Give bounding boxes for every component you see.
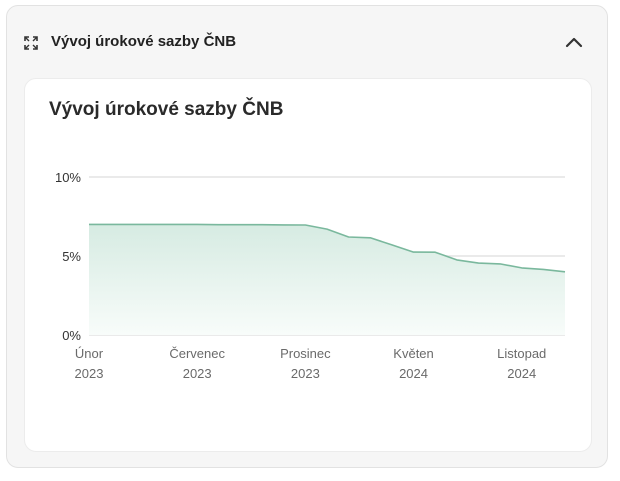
x-tick-label: Únor 2023 [75, 346, 104, 381]
panel-header: Vývoj úrokové sazby ČNB [7, 6, 607, 78]
chart-panel: Vývoj úrokové sazby ČNB Vývoj úrokové sa… [6, 5, 608, 468]
rate-chart: 0% 5% 10% Únor 2023 Červenec 2023 Prosinec 2023 K… [55, 170, 566, 381]
y-tick-label: 10% [55, 170, 81, 185]
chevron-up-icon[interactable] [563, 32, 585, 54]
x-tick-label: Prosinec 2023 [280, 346, 331, 381]
series-area [89, 224, 565, 335]
y-tick-label: 0% [62, 328, 81, 343]
series-line [89, 223, 566, 273]
panel-title: Vývoj úrokové sazby ČNB [51, 33, 237, 50]
expand-icon[interactable] [23, 35, 39, 51]
y-tick-label: 5% [62, 249, 81, 264]
chart-title: Vývoj úrokové sazby ČNB [49, 99, 284, 120]
x-tick-label: Listopad 2024 [497, 346, 546, 381]
x-tick-label: Květen 2024 [393, 346, 433, 381]
chart-card: Vývoj úrokové sazby ČNB 0% 5% 10% Únor 2023 Č… [24, 78, 592, 452]
x-tick-label: Červenec 2023 [169, 346, 225, 381]
